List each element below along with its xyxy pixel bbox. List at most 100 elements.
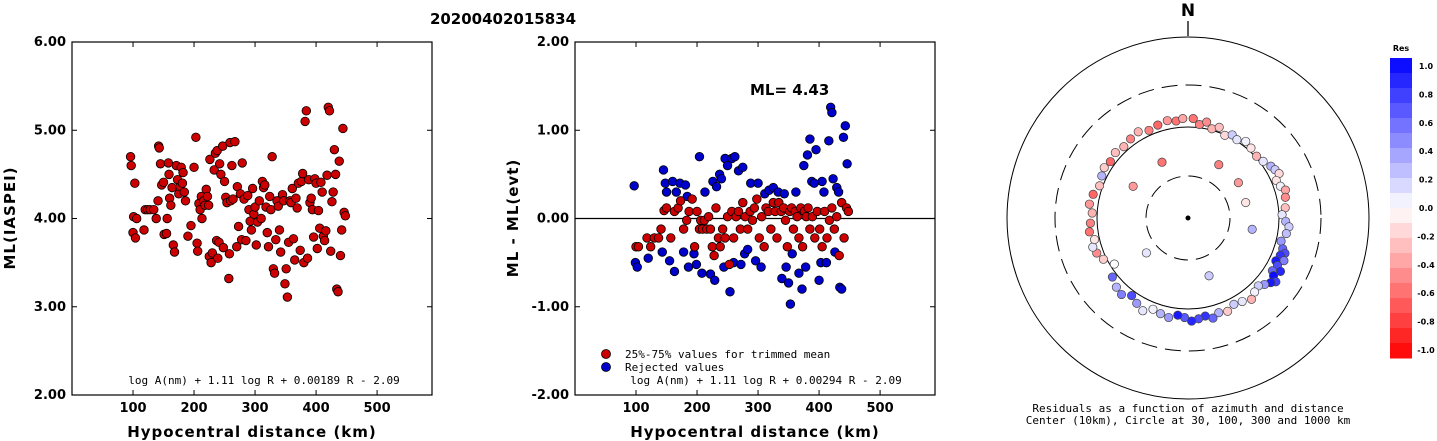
ml-point (264, 191, 275, 202)
ml-point (218, 242, 229, 253)
ml-point (335, 250, 346, 261)
rejected-residual-point (819, 187, 829, 197)
ml-point (292, 203, 302, 213)
rejected-residual-point (817, 176, 827, 187)
colorbar-tick-label: 0.4 (1419, 147, 1434, 156)
accepted-residual-point (728, 233, 739, 243)
plot1-xlabel: Hypocentral distance (km) (127, 423, 377, 441)
ml-residual-panel: 100 200 300 400 500 -2.00 -1.00 0.00 1.00 2.00 ML… (504, 35, 936, 441)
rejected-residual-point (828, 174, 838, 184)
accepted-residual-point (810, 233, 820, 243)
station-residual-point (1153, 120, 1163, 130)
rejected-residual-point (836, 284, 847, 294)
ml-point (282, 292, 293, 302)
ml-point (191, 132, 201, 143)
station-residual-point (1187, 316, 1197, 326)
ml-point (262, 227, 272, 238)
accepted-residual-point (843, 206, 854, 217)
station-residual-point (1241, 136, 1251, 146)
station-residual-point (1144, 125, 1154, 135)
station-residual-point (1246, 294, 1257, 304)
ml-point (178, 167, 188, 178)
station-residual-point (1119, 142, 1129, 152)
colorbar-cell (1390, 343, 1412, 359)
accepted-residual-point (689, 242, 700, 252)
ml-point (267, 152, 277, 162)
p1-ytick-label: 4.00 (34, 212, 66, 227)
accepted-residual-point (656, 224, 666, 234)
rejected-residual-point (785, 299, 796, 309)
rejected-residual-point (725, 287, 735, 297)
plot2-ylabel: ML - ML(evt) (504, 159, 522, 277)
accepted-residual-point (780, 215, 791, 225)
colorbar-cells (1390, 58, 1412, 359)
colorbar-cell (1390, 208, 1412, 224)
station-residual-point (1188, 114, 1198, 124)
accepted-residual-point (661, 203, 672, 213)
colorbar-cell (1390, 268, 1412, 284)
station-residual-point (1111, 282, 1121, 292)
colorbar-cell (1390, 253, 1412, 269)
ml-point (324, 106, 335, 116)
accepted-residual-point (814, 224, 825, 234)
colorbar-tick-label: -1.0 (1417, 346, 1435, 355)
rejected-residual-point (800, 262, 811, 272)
station-residual-point (1214, 160, 1224, 170)
ml-point (312, 243, 322, 254)
ml-point (288, 234, 299, 244)
rejected-residual-point (716, 174, 727, 184)
p2-ytick-label: 2.00 (537, 35, 569, 50)
ml-point (227, 160, 237, 171)
ml-point (158, 177, 169, 188)
ml-point (230, 137, 240, 147)
station-residual-point (1133, 127, 1143, 137)
ml-point (203, 200, 214, 210)
accepted-residual-point (772, 233, 782, 243)
rejected-residual-point (842, 159, 852, 169)
colorbar-tick-label: 0.0 (1419, 204, 1434, 213)
ml-point (209, 165, 219, 175)
accepted-residual-point (766, 224, 776, 234)
ml-point (189, 162, 199, 173)
ml-point (306, 193, 316, 203)
rejected-residual-point (691, 259, 702, 270)
accepted-residual-point (720, 233, 730, 243)
ml-point (139, 225, 149, 235)
accepted-residual-point (705, 224, 716, 234)
accepted-residual-point (717, 224, 728, 234)
accepted-residual-point (839, 233, 849, 243)
ml-point (308, 232, 319, 242)
accepted-residual-point (759, 242, 769, 252)
circle-30km (1145, 175, 1231, 261)
p2-xtick-label: 400 (805, 401, 832, 416)
rejected-residual-point (824, 136, 834, 146)
ml-point (161, 228, 172, 239)
accepted-residual-point (707, 242, 717, 252)
ml-point (130, 233, 141, 243)
ml-point (131, 213, 142, 224)
accepted-residual-point (666, 233, 676, 243)
ml-point (326, 246, 336, 256)
p1-xtick-label: 300 (241, 401, 268, 416)
station-residual-point (1085, 218, 1095, 228)
ml-point (192, 246, 203, 256)
rejected-residual-point (742, 244, 753, 255)
station-residual-point (1099, 163, 1109, 173)
accepted-residual-point (738, 197, 748, 208)
p2-ytick-label: -2.00 (532, 388, 569, 403)
rejected-residual-point (730, 152, 740, 162)
ml-point (153, 196, 163, 206)
ml-point (162, 213, 172, 224)
rejected-residual-point (629, 181, 639, 191)
ml-point (130, 178, 140, 188)
colorbar-cell (1390, 118, 1412, 134)
rejected-residual-point (700, 187, 710, 197)
p2-ytick-label: 0.00 (537, 212, 569, 227)
ml-point (233, 221, 244, 232)
rejected-residual-point (710, 275, 720, 285)
ml-point (232, 242, 242, 252)
colorbar-cell (1390, 238, 1412, 254)
ml-point (329, 144, 340, 155)
colorbar-cell (1390, 88, 1412, 104)
ml-point (247, 183, 258, 194)
